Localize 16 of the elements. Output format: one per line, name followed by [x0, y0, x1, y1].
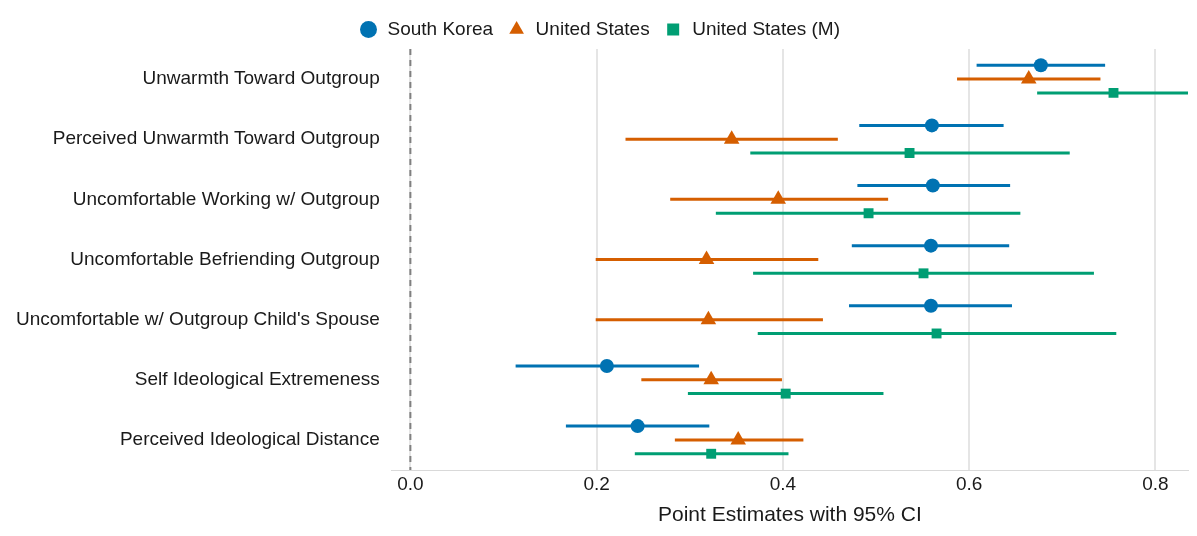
x-tick-label: 0.6: [955, 472, 983, 494]
x-tick-label: 0.4: [769, 472, 797, 494]
x-tick-label: 0.8: [1142, 472, 1169, 494]
y-tick-label: Uncomfortable w/ Outgroup Child's Spouse: [15, 307, 380, 329]
x-axis-title: Point Estimates with 95% CI: [657, 502, 922, 526]
x-tick-label: 0.0: [397, 472, 424, 494]
y-tick-label: Perceived Unwarmth Toward Outgroup: [52, 127, 380, 149]
y-tick-label: Self Ideological Extremeness: [134, 368, 380, 390]
legend-label: South Korea: [387, 17, 494, 39]
x-tick-label: 0.2: [583, 472, 610, 494]
legend-label: United States (M): [692, 17, 841, 39]
y-tick-label: Unwarmth Toward Outgroup: [142, 67, 380, 89]
legend-label: United States: [535, 17, 650, 39]
y-tick-label: Perceived Ideological Distance: [119, 428, 380, 450]
y-tick-label: Uncomfortable Befriending Outgroup: [70, 247, 380, 269]
y-tick-label: Uncomfortable Working w/ Outgroup: [72, 187, 380, 209]
